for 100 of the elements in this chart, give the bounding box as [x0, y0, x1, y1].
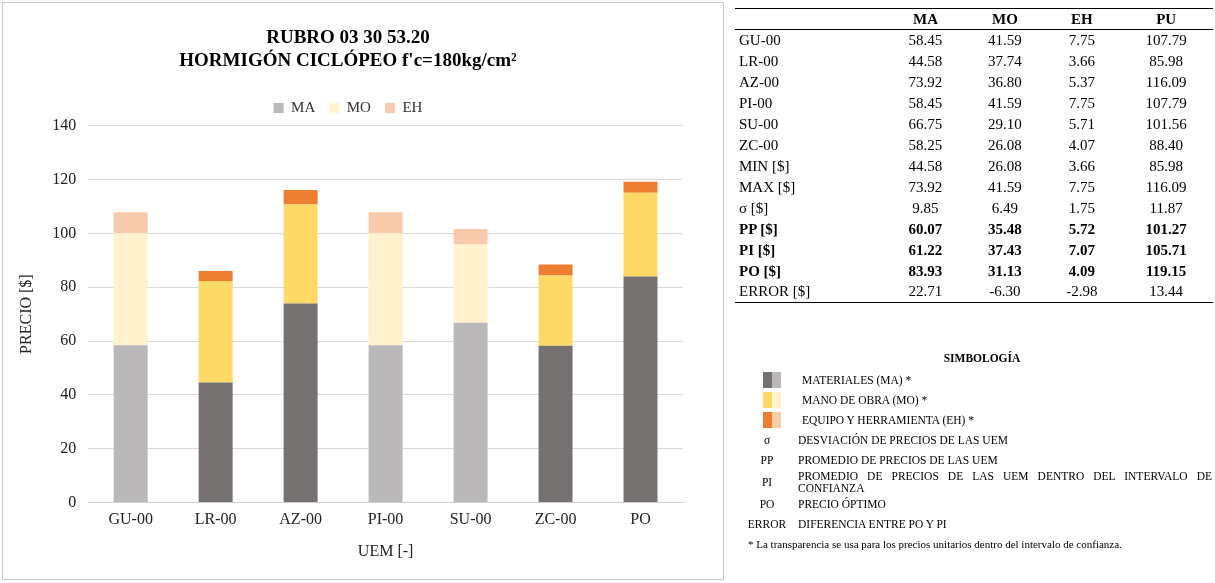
legend-label: MA [291, 99, 316, 116]
bar [198, 280, 233, 383]
bar [283, 303, 318, 503]
text: 83.93 [907, 261, 944, 281]
text: 73.92 [907, 72, 944, 92]
text: 7.75 [1067, 30, 1097, 50]
text: PI-00 [738, 93, 774, 113]
text: -6.30 [965, 281, 1045, 303]
y-tick-label: 80 [60, 277, 77, 295]
text: MA [885, 8, 966, 30]
text: EQUIPO Y HERRAMIENTA (EH) * [802, 414, 974, 426]
text: 9.85 [911, 198, 940, 218]
text: 37.74 [987, 51, 1023, 71]
y-axis-title: PRECIO [$] [16, 274, 34, 354]
text: 31.13 [987, 261, 1023, 281]
y-tick-label: 0 [68, 492, 77, 510]
y-tick-label: 120 [52, 169, 77, 187]
text: MO [965, 8, 1045, 30]
bar [453, 244, 488, 323]
text: PO [758, 498, 776, 510]
text: 4.07 [1067, 135, 1097, 155]
x-tick-label: PO [630, 510, 651, 528]
text: 61.22 [907, 240, 944, 260]
y-tick-label: 20 [60, 438, 77, 456]
text: 107.79 [1144, 30, 1188, 50]
bar [198, 271, 233, 281]
bar [368, 233, 403, 346]
text: PI [760, 476, 774, 488]
text: 6.49 [990, 198, 1019, 218]
text: 58.45 [907, 93, 944, 113]
text: AZ-00 [738, 72, 780, 92]
text: MIN [$] [738, 156, 791, 176]
bar [538, 264, 573, 276]
y-tick-label: 60 [60, 331, 77, 349]
text: PO [$] [738, 261, 783, 281]
text: 73.92 [907, 177, 944, 197]
text: 101.27 [1144, 219, 1188, 239]
bar [113, 233, 148, 346]
text: GU-00 [738, 30, 782, 50]
text: SIMBOLOGÍA [942, 352, 1022, 364]
bar [538, 275, 573, 346]
text: 7.07 [1067, 240, 1097, 260]
bar [198, 382, 233, 503]
text: 29.10 [987, 114, 1023, 134]
text: MATERIALES (MA) * [802, 374, 912, 386]
text: 88.40 [1148, 135, 1184, 155]
text: ERROR [746, 518, 788, 530]
x-tick-label: PI-00 [367, 510, 404, 528]
x-tick-label: AZ-00 [279, 510, 322, 528]
text: 36.80 [987, 72, 1023, 92]
text: 35.48 [987, 219, 1023, 239]
text: 5.72 [1067, 219, 1097, 239]
x-tick-label: GU-00 [108, 510, 153, 528]
x-axis-title: UEM [-] [357, 541, 414, 559]
text: ERROR [$] [735, 281, 886, 303]
bar [623, 276, 658, 503]
text: 41.59 [987, 177, 1023, 197]
text: PROMEDIO DE PRECIOS DE LAS UEM DENTRO DEL INTERVALO DE CONFIANZA [798, 470, 1212, 494]
text: 85.98 [1148, 51, 1184, 71]
text: PI [$] [738, 240, 777, 260]
text: 101.56 [1144, 114, 1188, 134]
text: 22.71 [885, 281, 966, 303]
legend-label: EH [402, 99, 423, 116]
text: MAX [$] [738, 177, 797, 197]
text: 116.09 [1144, 177, 1188, 197]
text: 60.07 [907, 219, 944, 239]
text: 116.09 [1144, 72, 1188, 92]
text: MANO DE OBRA (MO) * [802, 394, 928, 406]
text: SU-00 [738, 114, 780, 134]
text: PROMEDIO DE PRECIOS DE LAS UEM [798, 454, 998, 466]
text: EH [1044, 8, 1120, 30]
bar [453, 229, 488, 245]
text: σ [$] [738, 198, 770, 218]
text: 3.66 [1067, 156, 1097, 176]
text: 44.58 [907, 156, 944, 176]
text: 1.75 [1067, 198, 1097, 218]
y-tick-label: 40 [60, 385, 77, 403]
text: 7.75 [1067, 177, 1097, 197]
text: 85.98 [1148, 156, 1184, 176]
text: PU [1119, 8, 1213, 30]
text: -2.98 [1044, 281, 1120, 303]
bar [538, 345, 573, 503]
bar [368, 345, 403, 503]
text: 66.75 [907, 114, 944, 134]
text: * La transparencia se usa para los precios unitarios dentro del intervalo de confianza. [748, 538, 1123, 550]
x-tick-label: ZC-00 [534, 510, 577, 528]
bar [283, 204, 318, 304]
bar [623, 181, 658, 193]
text: DESVIACIÓN DE PRECIOS DE LAS UEM [798, 434, 1008, 446]
text: 58.25 [907, 135, 944, 155]
x-tick-label: LR-00 [194, 510, 237, 528]
text: 26.08 [987, 156, 1023, 176]
text: 5.37 [1067, 72, 1097, 92]
legend-label: MO [346, 99, 372, 116]
bar [368, 212, 403, 234]
text: LR-00 [738, 51, 780, 71]
text: σ [762, 434, 772, 446]
y-tick-label: 100 [52, 223, 77, 241]
text: 58.45 [907, 30, 944, 50]
text: 41.59 [987, 30, 1023, 50]
